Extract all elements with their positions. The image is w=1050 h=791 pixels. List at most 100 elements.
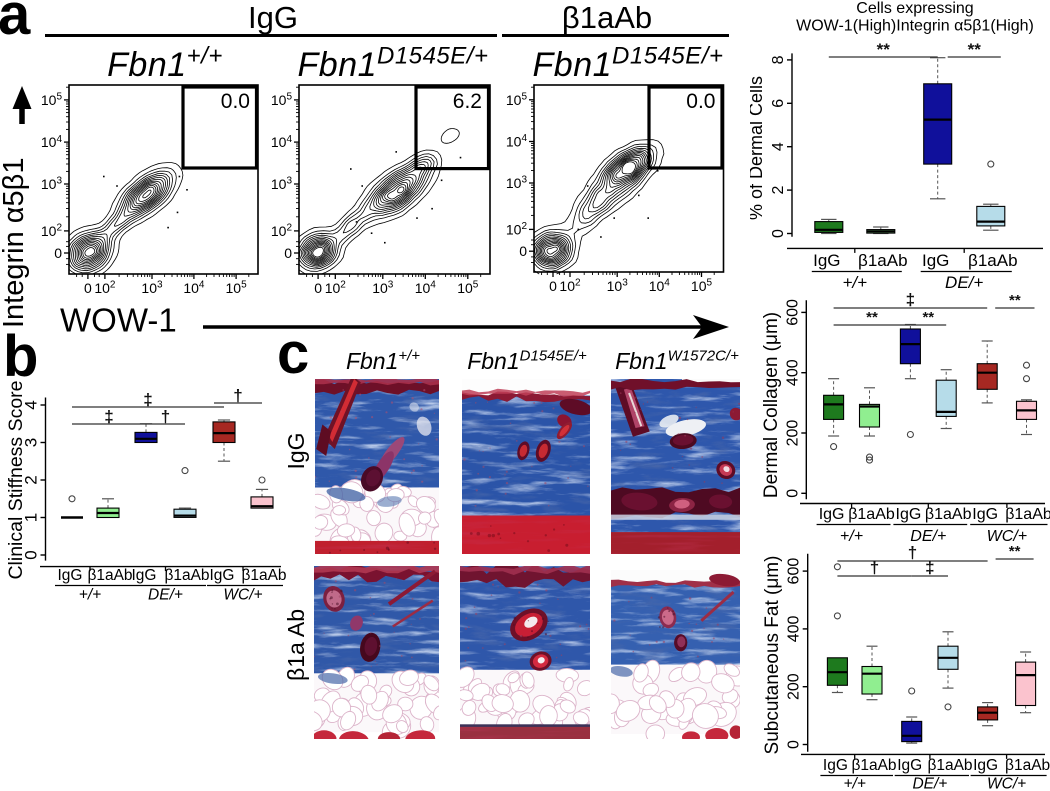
svg-text:105: 105: [457, 280, 479, 296]
svg-text:400: 400: [786, 615, 803, 642]
svg-text:β1aAb: β1aAb: [1005, 757, 1050, 774]
svg-text:0: 0: [784, 489, 801, 498]
svg-text:β1aAb: β1aAb: [241, 567, 286, 584]
svg-text:Clinical Stiffness Score: Clinical Stiffness Score: [5, 380, 27, 579]
svg-text:0: 0: [314, 280, 322, 296]
svg-text:DE/+: DE/+: [148, 587, 183, 604]
svg-text:2: 2: [770, 186, 787, 195]
svg-text:IgG: IgG: [922, 251, 949, 270]
svg-text:% of Dermal Cells: % of Dermal Cells: [750, 76, 766, 220]
svg-text:+/+: +/+: [843, 776, 865, 791]
svg-text:IgG: IgG: [132, 567, 157, 584]
svg-text:105: 105: [506, 92, 528, 108]
svg-text:DE/+: DE/+: [912, 776, 947, 791]
svg-text:400: 400: [784, 359, 801, 386]
svg-text:104: 104: [506, 133, 528, 149]
svg-text:β1a Ab: β1a Ab: [283, 609, 309, 681]
svg-text:**: **: [1009, 292, 1021, 309]
svg-text:IgG: IgG: [973, 757, 998, 774]
svg-text:‡: ‡: [143, 390, 152, 409]
svg-text:6: 6: [770, 99, 787, 108]
svg-text:105: 105: [271, 92, 293, 108]
svg-text:0: 0: [284, 245, 292, 261]
svg-text:102: 102: [325, 280, 347, 296]
svg-text:2: 2: [22, 475, 41, 484]
svg-text:4: 4: [22, 400, 41, 409]
svg-text:0: 0: [549, 278, 557, 294]
svg-text:0: 0: [519, 243, 527, 259]
svg-text:IgG: IgG: [897, 757, 922, 774]
svg-text:DE/+: DE/+: [910, 528, 946, 545]
svg-text:102: 102: [94, 280, 116, 296]
svg-text:0: 0: [54, 245, 62, 261]
svg-text:3: 3: [22, 438, 41, 447]
svg-text:0: 0: [786, 740, 803, 749]
svg-text:Integrin α5β1: Integrin α5β1: [0, 158, 30, 329]
svg-text:β1aAb: β1aAb: [858, 251, 907, 270]
svg-text:103: 103: [372, 280, 394, 296]
svg-text:104: 104: [415, 280, 437, 296]
svg-text:WC/+: WC/+: [987, 528, 1027, 545]
svg-text:**: **: [1009, 543, 1021, 560]
svg-text:Subcutaneous Fat (μm): Subcutaneous Fat (μm): [762, 556, 783, 755]
svg-text:102: 102: [271, 223, 293, 239]
svg-text:103: 103: [506, 175, 528, 191]
svg-text:IgG: IgG: [58, 567, 83, 584]
svg-text:104: 104: [183, 280, 205, 296]
svg-text:IgG: IgG: [283, 432, 309, 469]
svg-text:IgG: IgG: [896, 506, 922, 523]
svg-text:0: 0: [770, 229, 787, 238]
svg-text:†: †: [233, 386, 242, 405]
svg-text:200: 200: [786, 673, 803, 700]
svg-text:IgG: IgG: [823, 757, 848, 774]
svg-text:0.0: 0.0: [221, 90, 250, 113]
svg-text:0.0: 0.0: [686, 90, 715, 113]
svg-text:600: 600: [784, 299, 801, 326]
svg-text:200: 200: [784, 420, 801, 447]
svg-text:0: 0: [84, 280, 92, 296]
svg-text:**: **: [866, 309, 878, 326]
svg-text:+/+: +/+: [843, 273, 868, 292]
svg-text:IgG: IgG: [972, 506, 998, 523]
svg-text:1: 1: [22, 513, 41, 522]
svg-text:+/+: +/+: [840, 528, 863, 545]
svg-text:‡: ‡: [104, 407, 113, 426]
svg-text:8: 8: [770, 55, 787, 64]
svg-text:β1aAb: β1aAb: [927, 757, 972, 774]
svg-text:†: †: [161, 407, 170, 426]
svg-text:IgG: IgG: [813, 251, 840, 270]
svg-text:‡: ‡: [925, 558, 934, 577]
svg-text:104: 104: [271, 134, 293, 150]
svg-text:**: **: [968, 40, 982, 59]
svg-text:+/+: +/+: [79, 587, 101, 604]
svg-text:0: 0: [22, 550, 41, 559]
svg-text:IgG: IgG: [819, 506, 845, 523]
svg-text:β1aAb: β1aAb: [851, 757, 896, 774]
svg-text:WOW-1: WOW-1: [60, 302, 177, 339]
svg-text:β1aAb: β1aAb: [1005, 506, 1050, 523]
svg-text:104: 104: [649, 278, 671, 294]
svg-text:†: †: [870, 558, 879, 577]
svg-text:Cells expressing: Cells expressing: [856, 0, 973, 17]
svg-text:DE/+: DE/+: [945, 273, 983, 292]
svg-text:**: **: [922, 309, 934, 326]
svg-text:WOW-1(High)Integrin α5β1(High): WOW-1(High)Integrin α5β1(High): [796, 18, 1034, 35]
svg-text:WC/+: WC/+: [987, 776, 1026, 791]
svg-text:β1aAb: β1aAb: [968, 251, 1017, 270]
svg-text:†: †: [908, 543, 917, 562]
svg-text:103: 103: [271, 176, 293, 192]
svg-text:β1aAb: β1aAb: [925, 506, 972, 523]
svg-text:β1aAb: β1aAb: [164, 567, 209, 584]
svg-text:Dermal Collagen (μm): Dermal Collagen (μm): [761, 312, 782, 498]
svg-text:4: 4: [770, 142, 787, 151]
svg-text:600: 600: [786, 558, 803, 585]
svg-text:**: **: [877, 40, 891, 59]
svg-text:6.2: 6.2: [453, 90, 482, 113]
svg-text:103: 103: [607, 278, 629, 294]
svg-text:102: 102: [559, 278, 581, 294]
svg-text:103: 103: [141, 280, 163, 296]
svg-text:‡: ‡: [906, 290, 915, 309]
svg-text:105: 105: [691, 278, 713, 294]
svg-text:WC/+: WC/+: [223, 587, 262, 604]
svg-text:β1aAb: β1aAb: [87, 567, 132, 584]
